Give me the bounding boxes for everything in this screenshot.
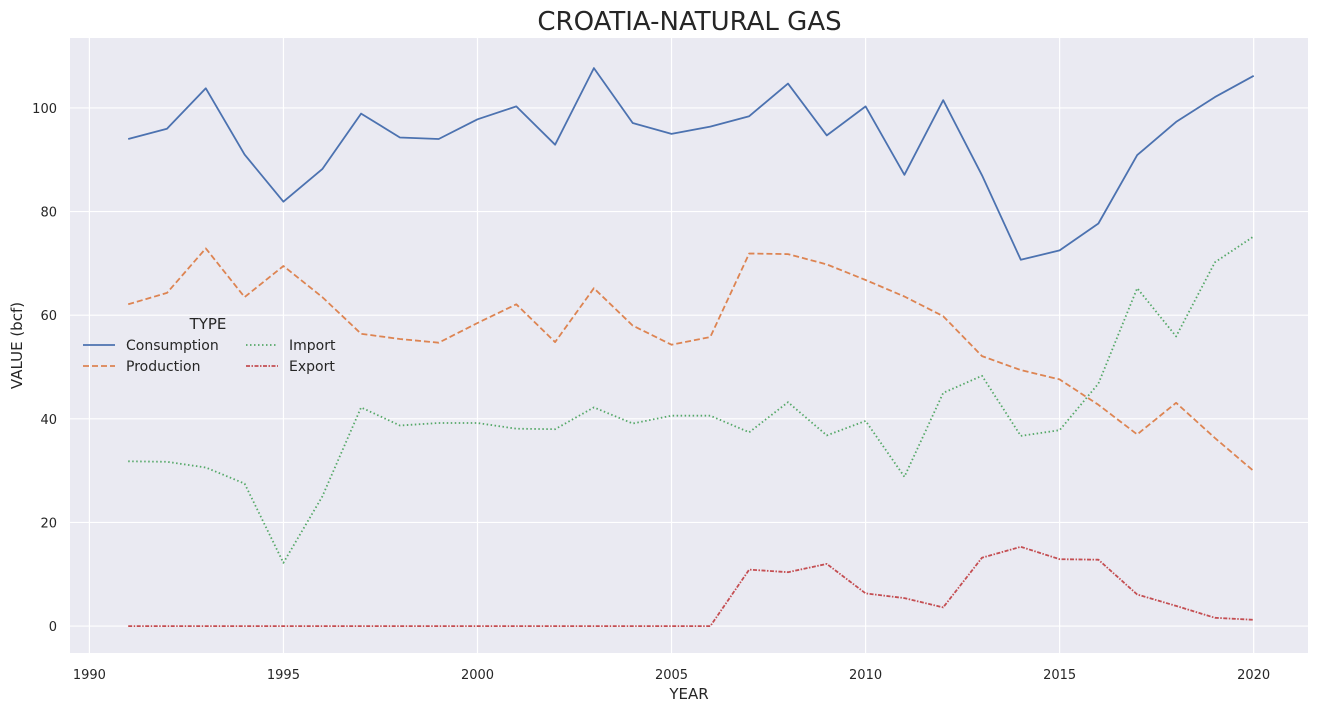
series-line-production — [127, 247, 1255, 472]
x-tick-label: 1995 — [267, 668, 300, 683]
y-tick-label: 0 — [49, 620, 57, 635]
legend-label-production: Production — [126, 359, 200, 375]
series-line-consumption — [127, 67, 1255, 261]
x-tick-label: 2020 — [1237, 668, 1270, 683]
series-line-import — [128, 235, 1255, 564]
tick-labels: 1990 1995 2000 2005 2010 2015 2020 0 20 40 60 80 100 — [32, 102, 1270, 683]
plot-area — [70, 38, 1308, 653]
y-axis-label: VALUE (bcf) — [8, 302, 26, 389]
legend-title: TYPE — [189, 315, 227, 333]
x-tick-label: 2000 — [461, 668, 494, 683]
x-tick-label: 1990 — [73, 668, 106, 683]
y-tick-label: 40 — [40, 413, 57, 428]
y-tick-label: 80 — [40, 206, 57, 221]
y-tick-label: 60 — [40, 309, 57, 324]
series-line-export — [128, 545, 1254, 627]
x-tick-label: 2010 — [849, 668, 882, 683]
x-axis-label: YEAR — [668, 685, 708, 703]
x-tick-label: 2015 — [1043, 668, 1076, 683]
y-tick-label: 20 — [40, 516, 57, 531]
legend-label-consumption: Consumption — [126, 338, 219, 354]
y-tick-label: 100 — [32, 102, 57, 117]
x-tick-label: 2005 — [655, 668, 688, 683]
legend: TYPE Consumption Production Import Expor… — [83, 315, 336, 375]
chart-title: CROATIA-NATURAL GAS — [537, 7, 841, 37]
legend-label-import: Import — [289, 338, 336, 354]
series-lines — [127, 67, 1255, 627]
legend-label-export: Export — [289, 359, 335, 375]
